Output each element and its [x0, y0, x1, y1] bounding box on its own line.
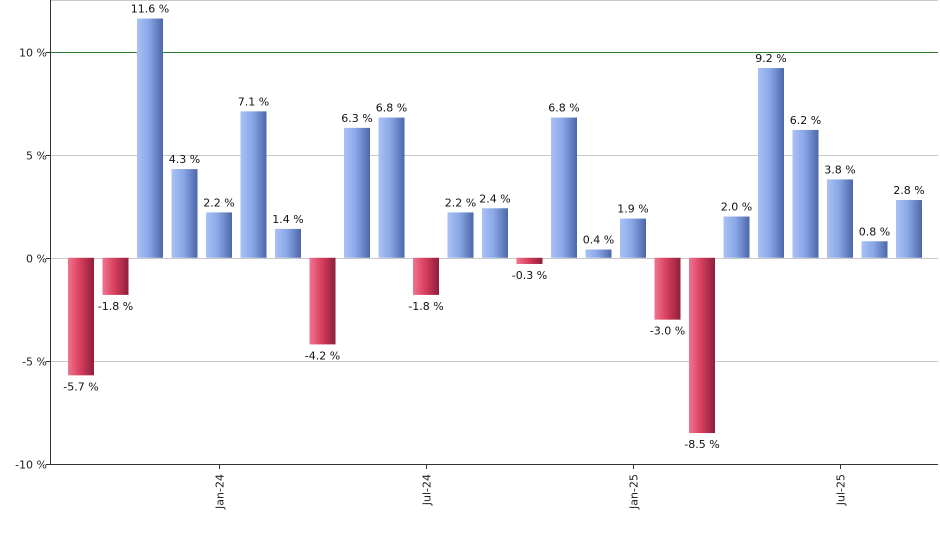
bar: [344, 127, 370, 258]
bar: [585, 249, 612, 258]
data-label: -1.8 %: [408, 300, 443, 313]
bar: [102, 257, 129, 295]
data-label: 7.1 %: [238, 95, 269, 108]
bar: [689, 257, 715, 434]
data-label: 4.3 %: [169, 153, 200, 166]
bar: [240, 111, 267, 258]
data-label: 2.2 %: [203, 196, 234, 209]
data-label: 6.8 %: [548, 102, 579, 115]
data-label: 2.0 %: [721, 201, 752, 214]
x-tick-label: Jul-24: [421, 474, 434, 506]
bar: [516, 257, 543, 264]
bar: [482, 208, 508, 258]
bar: [827, 179, 853, 258]
data-label: 0.8 %: [859, 225, 890, 238]
bar: [137, 18, 163, 258]
x-tick-label: Jul-25: [835, 474, 848, 506]
data-label: -8.5 %: [684, 438, 719, 451]
bars: [68, 18, 922, 434]
bar: [275, 228, 301, 258]
bar: [620, 218, 646, 258]
bar: [378, 117, 405, 258]
data-label: 2.2 %: [445, 196, 476, 209]
axes: [46, 0, 938, 469]
data-label: -4.2 %: [305, 349, 340, 362]
data-label: 0.4 %: [583, 234, 614, 247]
tick-labels: 10 % 5 % 0 % -5 % -10 % Jan-24 Jul-24 Jan-25 Jul…: [15, 47, 847, 510]
bar: [206, 212, 232, 258]
data-label: 6.8 %: [376, 102, 407, 115]
bar: [896, 200, 922, 258]
data-label: 11.6 %: [131, 3, 169, 16]
y-tick-label: 5 %: [26, 150, 47, 163]
data-label: 3.8 %: [824, 163, 855, 176]
y-tick-label: -10 %: [15, 459, 47, 472]
data-label: 9.2 %: [755, 52, 786, 65]
x-tick-label: Jan-24: [214, 474, 227, 510]
data-label: -0.3 %: [512, 269, 547, 282]
data-label: 6.2 %: [790, 114, 821, 127]
bar: [654, 257, 681, 320]
bar: [861, 241, 888, 258]
bar: [723, 216, 750, 258]
bar: [792, 129, 819, 258]
x-tick-label: Jan-25: [628, 474, 641, 510]
bar: [447, 212, 474, 258]
data-label: 1.4 %: [272, 213, 303, 226]
y-tick-label: 0 %: [26, 253, 47, 266]
bar: [309, 257, 336, 345]
bar: [758, 68, 784, 258]
data-label: 2.4 %: [479, 192, 510, 205]
data-label: -5.7 %: [63, 380, 98, 393]
bar: [413, 257, 439, 295]
y-tick-label: 10 %: [19, 47, 47, 60]
data-label: 1.9 %: [617, 203, 648, 216]
bar: [68, 257, 94, 376]
data-label: -1.8 %: [98, 300, 133, 313]
data-labels: -5.7 % -1.8 % 11.6 % 4.3 % 2.2 % 7.1 % 1.4 % -4…: [63, 3, 924, 452]
data-label: 6.3 %: [341, 112, 372, 125]
data-label: -3.0 %: [650, 325, 685, 338]
y-tick-label: -5 %: [22, 356, 47, 369]
bar: [551, 117, 577, 258]
data-label: 2.8 %: [893, 184, 924, 197]
bar: [171, 169, 198, 258]
